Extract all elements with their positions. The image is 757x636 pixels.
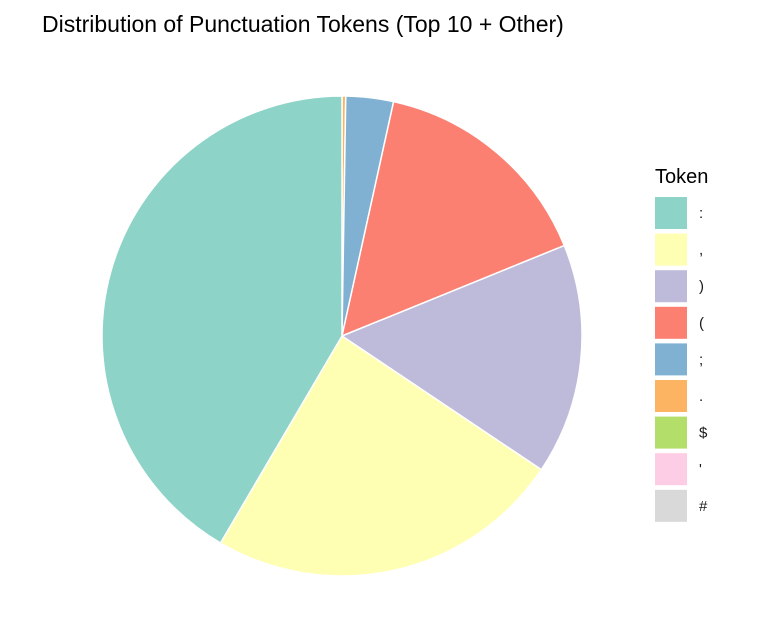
legend-swatch [655,489,687,522]
legend-label: # [699,498,708,515]
legend-swatch [655,343,687,376]
legend-item-open-paren: ( [655,306,704,339]
legend-item-semicolon: ; [655,343,703,376]
pie-slice-comma [219,334,543,577]
legend-item-comma: , [655,233,703,266]
legend-label: , [699,242,703,259]
legend-item-close-paren: ) [655,270,704,303]
legend-item-apostrophe: ' [655,453,702,486]
pie-slices [101,95,583,577]
legend-item-dollar: $ [655,416,708,449]
legend-swatch [655,270,687,303]
legend-title: Token [655,166,708,188]
legend-item-hash: # [655,489,708,522]
legend-item-colon: : [655,197,703,229]
legend-items: :,) (;. $ ' # [655,197,708,522]
legend-label: ) [699,278,704,295]
legend: Token :,) (;. $ ' # [655,166,708,522]
legend-label: . [699,388,703,405]
legend-swatch [655,416,687,449]
legend-label: $ [699,425,708,442]
legend-swatch [655,306,687,339]
pie-slice-close-paren [340,244,583,471]
legend-swatch [655,233,687,266]
pie-slice-open-paren [340,100,566,338]
legend-label: ' [699,461,702,478]
pie-slice-colon [101,95,343,544]
legend-swatch [655,380,687,412]
legend-label: ( [699,315,704,332]
legend-swatch [655,197,687,229]
legend-label: : [699,205,703,222]
chart-title: Distribution of Punctuation Tokens (Top … [42,11,564,37]
legend-label: ; [699,351,703,368]
legend-item-period: . [655,380,703,412]
legend-swatch [655,453,687,486]
